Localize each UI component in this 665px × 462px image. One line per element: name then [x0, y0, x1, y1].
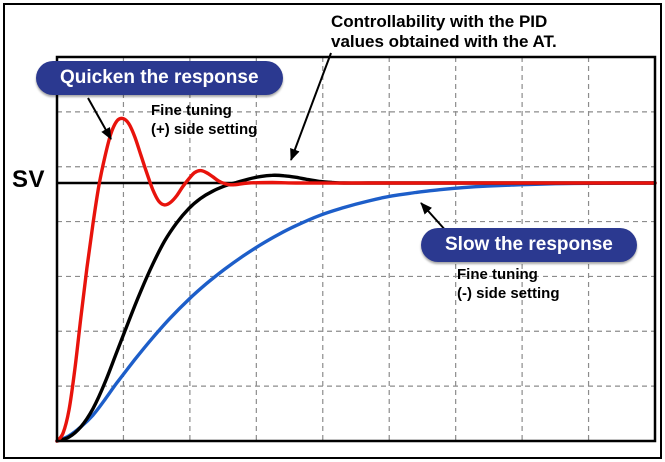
- quickened-response-fine-tuning-plus-curve: [55, 116, 657, 443]
- quicken-response-label: Quicken the response: [36, 61, 283, 95]
- slowed-response-fine-tuning-minus-curve: [55, 181, 657, 443]
- at-pid-response-curve: [55, 173, 657, 443]
- plot-border: [55, 55, 657, 443]
- fine-tuning-plus-note: Fine tuning (+) side setting: [151, 102, 258, 138]
- slow-response-label: Slow the response: [421, 228, 637, 262]
- controllability-arrow: [290, 52, 332, 161]
- controllability-note: Controllability with the PID values obta…: [331, 12, 557, 52]
- annotation-arrows: [87, 52, 448, 233]
- sv-label: SV: [12, 166, 46, 193]
- slow-arrow: [420, 202, 448, 233]
- quicken-arrow: [87, 97, 112, 140]
- fine-tuning-minus-note: Fine tuning (-) side setting: [457, 266, 560, 302]
- plot-area: [55, 55, 657, 443]
